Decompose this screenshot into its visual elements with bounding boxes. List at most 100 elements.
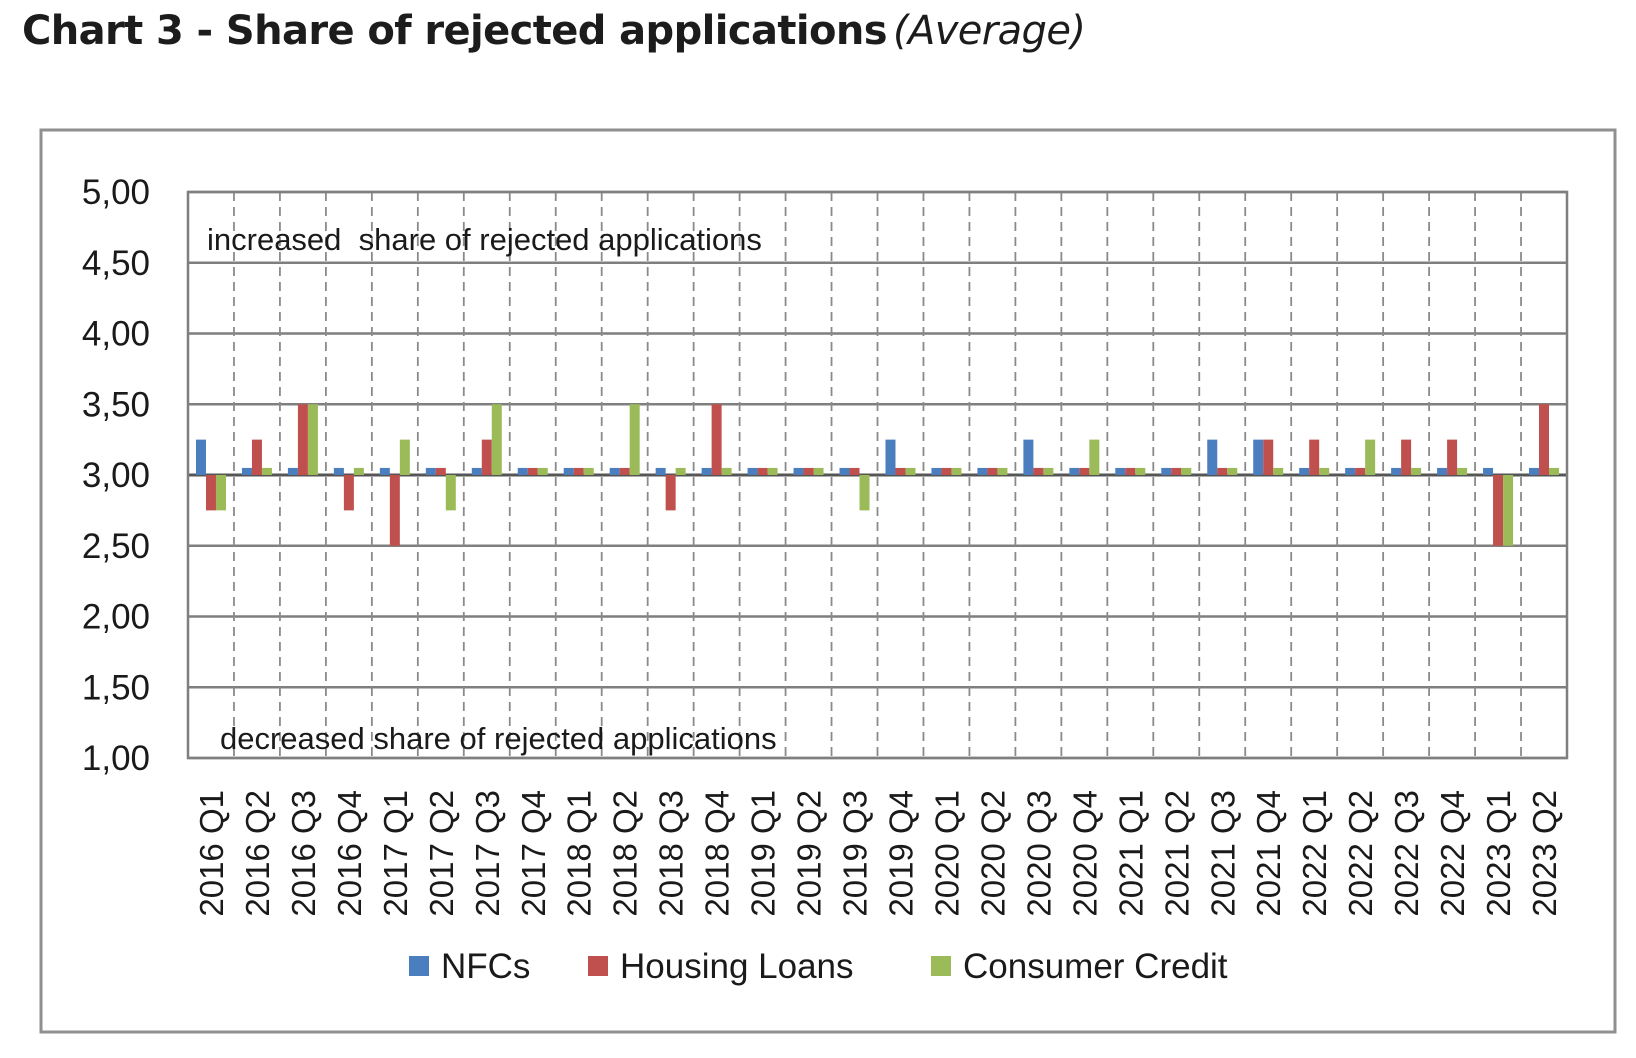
x-tick-label: 2021 Q3 xyxy=(1204,790,1241,917)
bar xyxy=(793,467,804,475)
bar xyxy=(1345,467,1356,475)
bar xyxy=(1263,439,1274,475)
x-tick-label: 2023 Q2 xyxy=(1526,790,1563,917)
y-tick-label: 3,00 xyxy=(82,456,150,495)
bar xyxy=(859,475,870,511)
bar xyxy=(1115,467,1126,475)
bar xyxy=(1273,467,1284,475)
legend-label: Housing Loans xyxy=(620,947,854,986)
bar xyxy=(1069,467,1080,475)
bar xyxy=(1217,467,1228,475)
x-tick-label: 2022 Q3 xyxy=(1388,790,1425,917)
chart-title: Chart 3 - Share of rejected applications xyxy=(22,8,888,54)
bar xyxy=(1253,439,1264,475)
bar xyxy=(619,467,630,475)
bar xyxy=(655,467,666,475)
x-tick-label: 2021 Q2 xyxy=(1158,790,1195,917)
x-tick-label: 2022 Q2 xyxy=(1342,790,1379,917)
x-tick-label: 2018 Q1 xyxy=(561,790,598,917)
bar xyxy=(721,467,732,475)
bar xyxy=(389,475,400,546)
bar xyxy=(1503,475,1514,546)
bar xyxy=(1401,439,1412,475)
bar xyxy=(517,467,528,475)
x-tick-label: 2023 Q1 xyxy=(1480,790,1517,917)
bar xyxy=(1457,467,1468,475)
bar xyxy=(481,439,492,475)
bar xyxy=(241,467,252,475)
x-axis: 2016 Q1 2016 Q2 2016 Q3 2016 Q4 2017 Q1 2017 … xyxy=(193,790,1563,917)
x-tick-label: 2017 Q3 xyxy=(469,790,506,917)
legend-label: Consumer Credit xyxy=(963,947,1228,986)
bar xyxy=(1391,467,1402,475)
bar xyxy=(435,467,446,475)
bar xyxy=(251,439,262,475)
y-tick-label: 1,50 xyxy=(82,668,150,707)
bar xyxy=(527,467,538,475)
bar xyxy=(573,467,584,475)
x-tick-label: 2017 Q1 xyxy=(377,790,414,917)
bar xyxy=(1493,475,1504,546)
x-tick-label: 2018 Q3 xyxy=(653,790,690,917)
y-axis: 1,00 1,50 2,00 2,50 3,00 3,50 4,00 4,50 5,00 xyxy=(82,173,150,778)
x-tick-label: 2021 Q1 xyxy=(1112,790,1149,917)
bar xyxy=(1549,467,1560,475)
bar xyxy=(1033,467,1044,475)
bars xyxy=(195,404,1560,546)
bar xyxy=(333,467,344,475)
bar xyxy=(895,467,906,475)
bar xyxy=(563,467,574,475)
bar xyxy=(1023,439,1034,475)
bar xyxy=(1079,467,1090,475)
bar xyxy=(767,467,778,475)
bar xyxy=(307,404,318,475)
x-tick-label: 2017 Q2 xyxy=(423,790,460,917)
bar xyxy=(343,475,354,511)
bar xyxy=(813,467,824,475)
x-tick-label: 2018 Q4 xyxy=(699,790,736,917)
x-tick-label: 2019 Q2 xyxy=(791,790,828,917)
bar xyxy=(1447,439,1458,475)
x-tick-label: 2016 Q3 xyxy=(285,790,322,917)
bar xyxy=(1207,439,1218,475)
y-tick-label: 3,50 xyxy=(82,385,150,424)
bar xyxy=(885,439,896,475)
bar xyxy=(747,467,758,475)
legend-swatch xyxy=(409,956,429,976)
x-tick-label: 2022 Q1 xyxy=(1296,790,1333,917)
bar xyxy=(675,467,686,475)
bar xyxy=(609,467,620,475)
x-tick-label: 2016 Q1 xyxy=(193,790,230,917)
annotation-decreased: decreased share of rejected applications xyxy=(220,721,777,756)
y-tick-label: 5,00 xyxy=(82,173,150,212)
x-tick-label: 2019 Q1 xyxy=(745,790,782,917)
bar xyxy=(537,467,548,475)
bar xyxy=(701,467,712,475)
bar xyxy=(1539,404,1550,475)
x-tick-label: 2016 Q4 xyxy=(331,790,368,917)
bar xyxy=(1161,467,1172,475)
bar xyxy=(1483,467,1494,475)
bar xyxy=(1227,467,1238,475)
bar xyxy=(215,475,226,511)
y-tick-label: 2,00 xyxy=(82,598,150,637)
bar xyxy=(1125,467,1136,475)
annotation-increased: increased share of rejected applications xyxy=(207,222,762,257)
bar xyxy=(1171,467,1182,475)
bar xyxy=(951,467,962,475)
bar xyxy=(1411,467,1422,475)
bar xyxy=(399,439,410,475)
bar xyxy=(849,467,860,475)
x-tick-label: 2019 Q4 xyxy=(882,790,919,917)
x-tick-label: 2019 Q3 xyxy=(837,790,874,917)
bar xyxy=(1043,467,1054,475)
legend-label: NFCs xyxy=(441,947,530,986)
bar xyxy=(425,467,436,475)
bar xyxy=(997,467,1008,475)
y-tick-label: 4,50 xyxy=(82,244,150,283)
bar xyxy=(205,475,216,511)
chart-frame xyxy=(39,128,1617,1034)
bar xyxy=(839,467,850,475)
y-tick-label: 4,00 xyxy=(82,315,150,354)
bar xyxy=(803,467,814,475)
